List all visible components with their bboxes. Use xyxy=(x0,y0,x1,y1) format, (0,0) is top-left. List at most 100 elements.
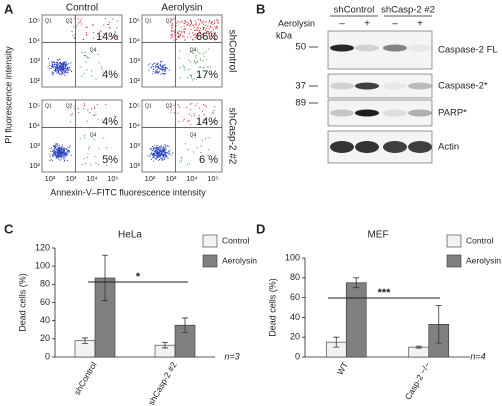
dot xyxy=(162,148,164,150)
dot xyxy=(77,18,79,20)
dot xyxy=(156,66,158,68)
dot xyxy=(177,112,179,114)
dot xyxy=(149,155,151,157)
dot xyxy=(153,62,155,64)
dot xyxy=(152,68,154,70)
dot xyxy=(184,39,186,41)
dot xyxy=(86,34,88,36)
dot xyxy=(157,148,159,150)
dot xyxy=(201,22,203,24)
dot xyxy=(90,108,92,110)
dot xyxy=(156,145,158,147)
dot xyxy=(65,71,67,73)
dot xyxy=(199,30,201,32)
dot xyxy=(205,138,207,140)
dot xyxy=(156,63,158,65)
dot xyxy=(60,63,62,65)
dot xyxy=(168,150,170,152)
dot xyxy=(96,104,98,106)
dot xyxy=(184,19,186,21)
dot xyxy=(210,30,212,32)
dot xyxy=(152,66,154,68)
dot xyxy=(60,66,62,68)
dot xyxy=(80,18,82,20)
dot xyxy=(206,106,208,108)
dot xyxy=(55,156,57,158)
dot xyxy=(58,150,60,152)
panel-letter: D xyxy=(256,221,265,236)
dot xyxy=(59,148,61,150)
dot xyxy=(58,71,60,73)
dot xyxy=(163,64,165,66)
dot xyxy=(162,69,164,71)
dot xyxy=(157,64,159,66)
dot xyxy=(65,155,67,157)
mw-marker: 50 xyxy=(295,42,306,53)
dot xyxy=(156,150,158,152)
dot xyxy=(200,159,202,161)
dot xyxy=(50,68,52,70)
dot xyxy=(53,146,55,148)
dot xyxy=(58,154,60,156)
dot xyxy=(54,69,56,71)
y-tick-label: 10² xyxy=(129,76,140,85)
dot xyxy=(157,71,159,73)
dot xyxy=(57,68,59,70)
dot xyxy=(156,156,158,158)
dot xyxy=(156,157,158,159)
dot xyxy=(106,146,108,148)
dot xyxy=(210,73,212,75)
dot xyxy=(61,153,63,155)
dot xyxy=(193,34,195,36)
dot xyxy=(53,151,55,153)
y-label: Dead cells (%) xyxy=(267,278,277,337)
dot xyxy=(59,63,61,65)
dot xyxy=(189,32,191,34)
bar xyxy=(408,346,430,358)
dot xyxy=(159,150,161,152)
dot xyxy=(108,38,110,40)
dot xyxy=(195,33,197,35)
dot xyxy=(157,62,159,64)
dot xyxy=(155,70,157,72)
dot xyxy=(64,153,66,155)
dot xyxy=(178,121,180,123)
dot xyxy=(155,151,157,153)
dot xyxy=(77,107,79,109)
dot xyxy=(178,36,180,38)
dot xyxy=(62,148,64,150)
dot xyxy=(51,61,53,63)
dot xyxy=(195,29,197,31)
quadrant-percent: 17% xyxy=(196,69,218,81)
dot xyxy=(180,156,182,158)
band xyxy=(355,82,379,90)
dot xyxy=(159,153,161,155)
dot xyxy=(159,159,161,161)
dot xyxy=(216,26,218,28)
dot xyxy=(212,121,214,123)
dot xyxy=(210,22,212,24)
dot xyxy=(58,146,60,148)
dot xyxy=(101,66,103,68)
panel-letter: C xyxy=(4,221,14,236)
dot xyxy=(166,67,168,69)
dot xyxy=(87,153,89,155)
dot xyxy=(49,64,51,66)
dot xyxy=(177,35,179,37)
dot xyxy=(154,154,156,156)
mw-marker: 89 xyxy=(295,98,306,109)
dot xyxy=(188,22,190,24)
dot xyxy=(61,63,63,65)
dot xyxy=(63,68,65,70)
dot xyxy=(57,153,59,155)
dot xyxy=(63,70,65,72)
band xyxy=(408,109,432,117)
dot xyxy=(57,67,59,69)
dot xyxy=(154,158,156,160)
dot xyxy=(150,148,152,150)
dot xyxy=(203,28,205,30)
dot xyxy=(202,33,204,35)
dot xyxy=(161,68,163,70)
dot xyxy=(200,34,202,36)
dot xyxy=(57,63,59,65)
